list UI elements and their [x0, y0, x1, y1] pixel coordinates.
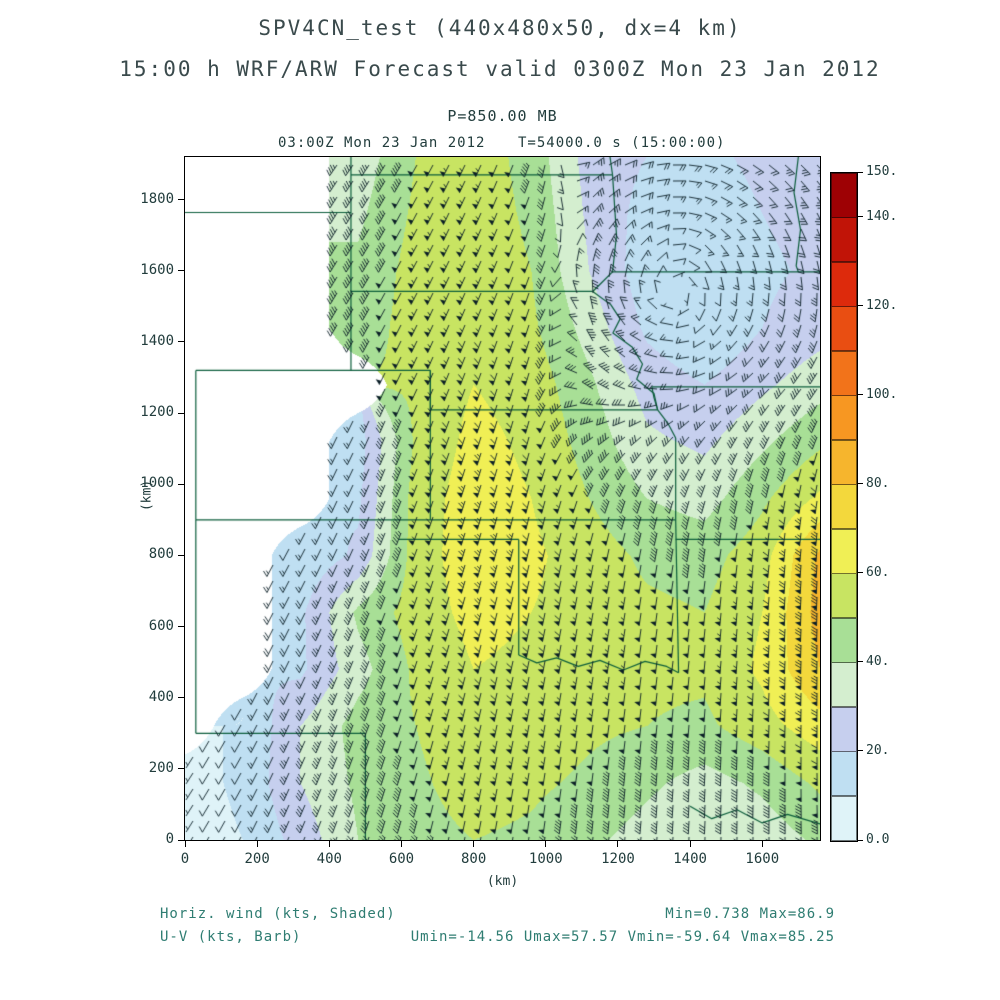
colorbar-tick: [858, 661, 863, 663]
y-tick: [178, 626, 184, 628]
model-time-label: T=54000.0 s (15:00:00): [518, 135, 726, 151]
colorbar-band: [831, 528, 857, 574]
x-tick: [328, 841, 330, 847]
colorbar-tick: [858, 750, 863, 752]
y-tick-label: 1400: [140, 332, 174, 349]
y-axis-label: (km): [139, 479, 155, 512]
x-tick: [256, 841, 258, 847]
barb-field-label: U-V (kts, Barb): [160, 929, 302, 945]
y-tick: [178, 412, 184, 414]
x-tick: [761, 841, 763, 847]
colorbar-tick-label: 140.: [866, 208, 898, 224]
colorbar-tick: [858, 216, 863, 218]
colorbar-tick: [858, 483, 863, 485]
y-tick-label: 800: [148, 546, 174, 563]
map-canvas: [185, 157, 820, 840]
colorbar-tick-label: 0.0: [866, 832, 890, 847]
x-tick-label: 200: [244, 851, 270, 867]
colorbar-bands: [831, 172, 857, 841]
valid-time-label: 03:00Z Mon 23 Jan 2012: [278, 135, 486, 151]
y-tick-label: 1200: [140, 404, 174, 421]
y-tick: [178, 199, 184, 201]
x-tick-label: 1400: [673, 851, 707, 867]
x-tick: [617, 841, 619, 847]
colorbar-band: [831, 172, 857, 218]
colorbar-tick: [858, 572, 863, 574]
colorbar-band: [831, 573, 857, 619]
y-tick-label: 200: [148, 759, 174, 776]
y-tick: [178, 768, 184, 770]
x-tick-label: 1200: [601, 851, 635, 867]
colorbar-band: [831, 439, 857, 485]
x-tick-label: 1000: [528, 851, 563, 867]
colorbar-tick-label: 40.: [866, 653, 890, 669]
colorbar-tick-label: 60.: [866, 564, 890, 580]
colorbar-band: [831, 706, 857, 752]
x-tick-label: 800: [460, 851, 487, 867]
plot-title: SPV4CN_test (440x480x50, dx=4 km): [258, 16, 742, 40]
y-tick-label: 600: [148, 617, 174, 634]
y-tick-label: 400: [148, 688, 174, 705]
y-tick-label: 1800: [140, 190, 174, 207]
uv-minmax-label: Umin=-14.56 Umax=57.57 Vmin=-59.64 Vmax=…: [410, 929, 835, 945]
colorbar-band: [831, 217, 857, 263]
y-tick-label: 1600: [140, 261, 174, 278]
colorbar-tick: [858, 171, 863, 173]
x-tick-label: 600: [388, 851, 415, 867]
x-tick-label: 400: [316, 851, 342, 867]
colorbar-tick: [858, 394, 863, 396]
plot-subtitle: 15:00 h WRF/ARW Forecast valid 0300Z Mon…: [119, 57, 881, 81]
colorbar-tick: [858, 305, 863, 307]
x-tick: [473, 841, 475, 847]
colorbar-tick-label: 80.: [866, 475, 890, 491]
y-tick: [178, 839, 184, 841]
minmax-label: Min=0.738 Max=86.9: [665, 906, 835, 922]
shaded-field-label: Horiz. wind (kts, Shaded): [160, 906, 396, 922]
y-tick: [178, 483, 184, 485]
x-tick-label: 0: [180, 851, 190, 867]
colorbar-band: [831, 484, 857, 530]
colorbar-band: [831, 662, 857, 708]
colorbar-tick-label: 120.: [866, 297, 898, 313]
y-tick: [178, 554, 184, 556]
y-tick: [178, 270, 184, 272]
y-tick: [178, 697, 184, 699]
colorbar-band: [831, 395, 857, 441]
pressure-level-label: P=850.00 MB: [447, 107, 558, 125]
colorbar-band: [831, 306, 857, 352]
y-tick: [178, 341, 184, 343]
plot-frame: [184, 156, 821, 841]
colorbar-band: [831, 261, 857, 307]
colorbar-band: [831, 617, 857, 663]
x-tick-label: 1600: [745, 851, 780, 867]
colorbar-band: [831, 751, 857, 797]
y-tick-label: 1000: [140, 475, 174, 492]
colorbar: [830, 172, 858, 842]
x-tick: [545, 841, 547, 847]
x-tick: [689, 841, 691, 847]
colorbar-tick-label: 100.: [866, 386, 898, 402]
colorbar-band: [831, 350, 857, 396]
colorbar-tick: [858, 839, 863, 841]
x-tick: [400, 841, 402, 847]
colorbar-tick-label: 150.: [866, 164, 898, 179]
x-tick: [184, 841, 186, 847]
colorbar-band: [831, 795, 857, 841]
x-axis-label: (km): [486, 874, 519, 889]
colorbar-tick-label: 20.: [866, 742, 890, 758]
y-tick-label: 0: [165, 831, 174, 847]
